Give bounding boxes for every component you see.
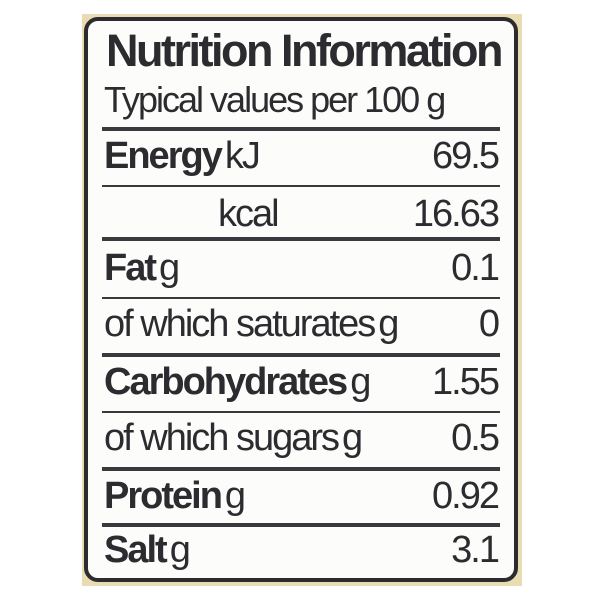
nutrient-value: 16.63 [412, 193, 500, 235]
section-divider [102, 353, 500, 357]
nutrient-name: Salt [104, 529, 168, 571]
nutrient-value: 0 [478, 303, 500, 345]
nutrient-unit: g [350, 361, 371, 403]
nutrient-row-fat: Fat g 0.1 [104, 247, 500, 293]
nutrient-row-protein: Protein g 0.92 [104, 475, 500, 521]
nutrient-name: Protein [104, 475, 223, 517]
nutrient-row-salt: Salt g 3.1 [104, 529, 500, 575]
nutrient-row-saturates: of which saturates g 0 [104, 303, 500, 349]
nutrient-row-energy-kj: Energy kJ 69.5 [104, 135, 500, 181]
label-subtitle: Typical values per 100 g [104, 79, 446, 120]
nutrient-name: of which sugars [104, 417, 340, 459]
nutrient-unit: g [169, 529, 191, 571]
nutrient-name: Energy [104, 135, 223, 177]
nutrient-row-sugars: of which sugars g 0.5 [104, 417, 500, 463]
label-title: Nutrition Information [106, 25, 503, 76]
nutrient-name: of which saturates [104, 303, 376, 345]
nutrient-unit: g [378, 303, 399, 345]
row-divider [102, 185, 500, 187]
nutrient-value: 69.5 [432, 135, 500, 177]
nutrient-unit: kJ [224, 135, 261, 177]
header-divider [102, 127, 500, 131]
nutrient-row-energy-kcal: kcal 16.63 [104, 193, 500, 239]
nutrient-unit: g [159, 247, 180, 289]
nutrient-unit: g [342, 417, 363, 459]
nutrient-value: 0.5 [451, 417, 500, 459]
section-divider [102, 237, 500, 241]
nutrient-row-carbohydrates: Carbohydrates g 1.55 [104, 361, 500, 407]
nutrient-unit: kcal [218, 193, 280, 235]
row-divider [102, 411, 500, 413]
nutrient-value: 3.1 [451, 529, 500, 571]
nutrient-name: Carbohydrates [104, 361, 348, 403]
nutrient-value: 0.92 [432, 475, 500, 517]
nutrition-label: Nutrition Information Typical values per… [84, 17, 518, 582]
nutrient-unit: g [224, 475, 246, 517]
row-divider [102, 297, 500, 299]
section-divider [102, 467, 500, 471]
nutrient-value: 0.1 [451, 247, 500, 289]
nutrient-value: 1.55 [432, 361, 500, 403]
section-divider [102, 523, 500, 527]
nutrient-name: Fat [104, 247, 157, 289]
